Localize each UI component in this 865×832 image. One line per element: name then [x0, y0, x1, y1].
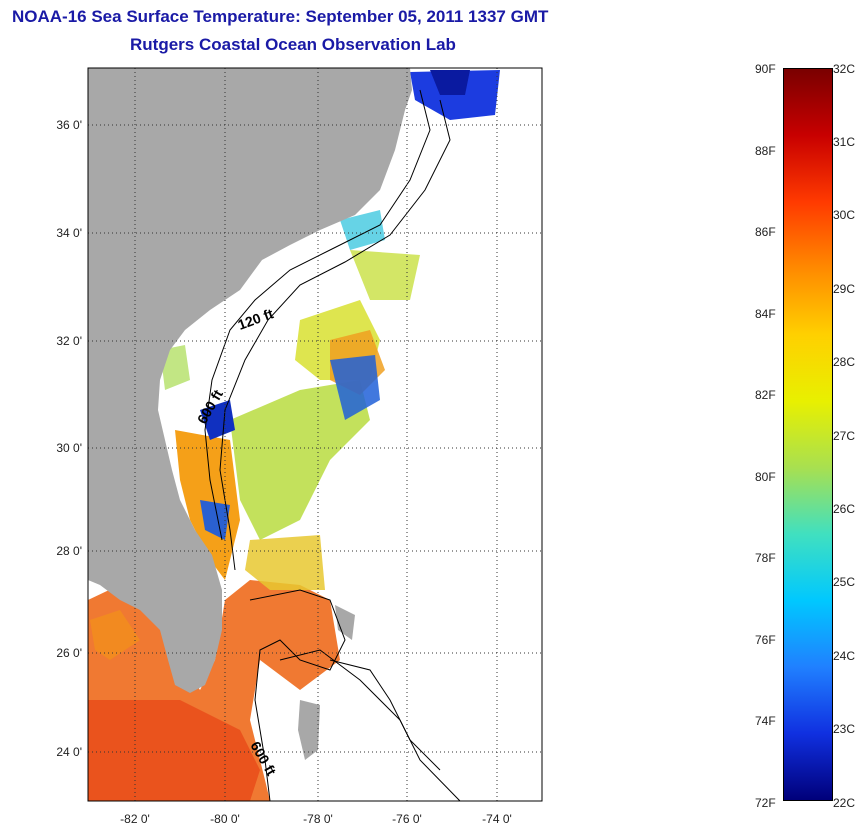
lon-tick: -74 0' — [482, 812, 512, 826]
longitude-ticks: -82 0' -80 0' -78 0' -76 0' -74 0' — [120, 812, 512, 826]
colorbar-c-label: 25C — [833, 575, 856, 589]
colorbar-c-label: 26C — [833, 502, 856, 516]
island-abaco — [335, 605, 355, 640]
colorbar-f-label: 84F — [755, 307, 776, 321]
colorbar-c-label: 31C — [833, 135, 856, 149]
colorbar-c-label: 30C — [833, 208, 856, 222]
lat-tick: 36 0' — [56, 118, 82, 132]
colorbar-f-label: 76F — [755, 633, 776, 647]
lat-tick: 26 0' — [56, 646, 82, 660]
colorbar-c-label: 23C — [833, 722, 856, 736]
lon-tick: -78 0' — [303, 812, 333, 826]
colorbar-f-label: 78F — [755, 551, 776, 565]
colorbar-f-label: 80F — [755, 470, 776, 484]
bathymetry-contours — [204, 89, 461, 802]
colorbar-f-label: 82F — [755, 388, 776, 402]
colorbar-c-label: 29C — [833, 282, 856, 296]
lat-tick: 30 0' — [56, 441, 82, 455]
lat-tick: 24 0' — [56, 745, 82, 759]
colorbar-c-label: 24C — [833, 649, 856, 663]
latitude-ticks: 36 0' 34 0' 32 0' 30 0' 28 0' 26 0' 24 0… — [56, 118, 82, 759]
colorbar-f-label: 88F — [755, 144, 776, 158]
colorbar-c-label: 27C — [833, 429, 856, 443]
map-title: NOAA-16 Sea Surface Temperature: Septemb… — [12, 7, 549, 26]
temperature-colorbar — [783, 68, 833, 801]
lon-tick: -76 0' — [392, 812, 422, 826]
sst-swath — [88, 70, 500, 801]
colorbar-c-label: 28C — [833, 355, 856, 369]
island-andros — [298, 700, 320, 760]
colorbar-f-label: 86F — [755, 225, 776, 239]
land-mass — [88, 68, 412, 693]
lon-tick: -80 0' — [210, 812, 240, 826]
lon-tick: -82 0' — [120, 812, 150, 826]
colorbar-f-label: 90F — [755, 62, 776, 76]
map-subtitle: Rutgers Coastal Ocean Observation Lab — [130, 35, 456, 54]
plot-frame — [87, 67, 543, 802]
colorbar-f-label: 74F — [755, 714, 776, 728]
colorbar-c-label: 32C — [833, 62, 856, 76]
lat-tick: 32 0' — [56, 334, 82, 348]
colorbar-c-label: 22C — [833, 796, 856, 810]
lat-tick: 34 0' — [56, 226, 82, 240]
colorbar-f-label: 72F — [755, 796, 776, 810]
lat-tick: 28 0' — [56, 544, 82, 558]
